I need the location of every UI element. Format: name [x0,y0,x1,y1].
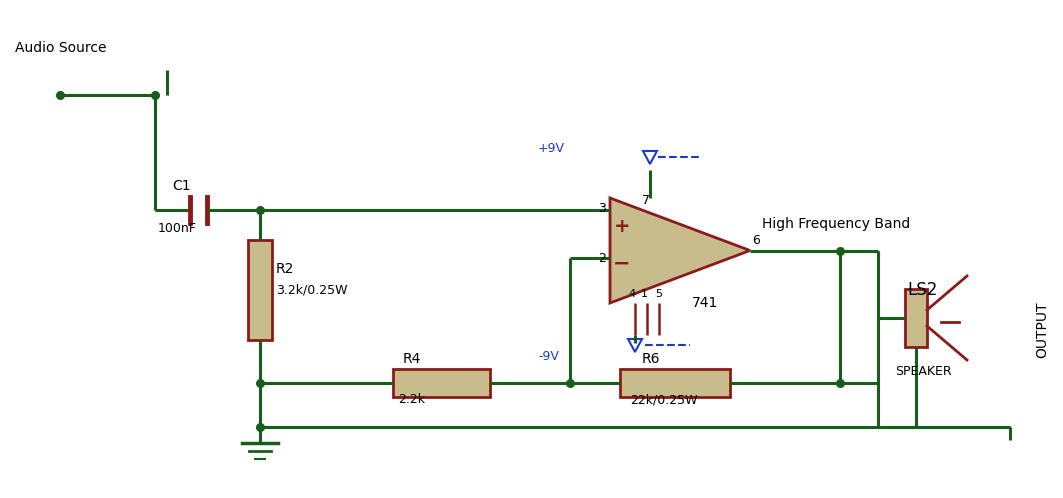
Text: 7: 7 [642,194,649,207]
Text: 3: 3 [598,202,606,215]
Text: 100nF: 100nF [158,222,197,235]
Bar [905,289,927,347]
Text: 2: 2 [598,252,606,265]
Text: 3.2k/0.25W: 3.2k/0.25W [276,283,348,296]
Text: R4: R4 [403,352,421,366]
Text: 741: 741 [692,296,719,310]
Text: R2: R2 [276,262,294,276]
Bar [393,369,490,397]
Text: R6: R6 [642,352,660,366]
Polygon shape [610,198,750,303]
Text: SPEAKER: SPEAKER [895,365,951,378]
Text: C1: C1 [172,179,190,193]
Text: −: − [613,254,630,274]
Text: LS2: LS2 [907,281,938,299]
Text: 6: 6 [752,234,760,247]
Text: +: + [613,217,630,236]
Text: 1: 1 [641,289,648,299]
Text: 4: 4 [628,289,635,299]
Bar [620,369,730,397]
Bar [248,240,272,340]
Text: 22k/0.25W: 22k/0.25W [630,393,697,406]
Text: 2.2k: 2.2k [398,393,425,406]
Text: 5: 5 [655,289,662,299]
Text: +9V: +9V [538,142,566,155]
Text: Audio Source: Audio Source [15,41,106,55]
Text: -9V: -9V [538,350,559,363]
Text: High Frequency Band: High Frequency Band [762,217,910,231]
Text: OUTPUT: OUTPUT [1035,302,1049,358]
